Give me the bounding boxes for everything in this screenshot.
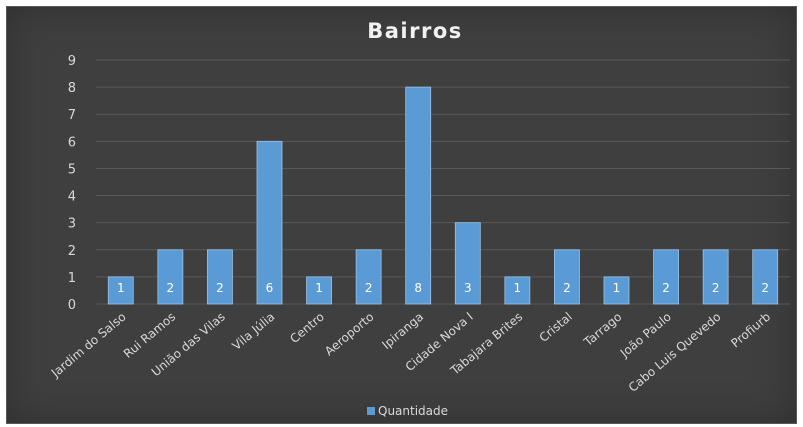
y-tick-label: 8	[68, 81, 76, 96]
data-label: 6	[266, 281, 274, 295]
data-label: 8	[414, 281, 422, 295]
chart-title: Bairros	[367, 19, 463, 43]
bar	[603, 276, 630, 305]
bar	[256, 140, 283, 305]
legend-label: Quantidade	[378, 404, 448, 418]
bar	[306, 276, 332, 305]
x-tick-label: Cabo Luis Quevedo	[626, 310, 724, 395]
bar-series: 1 2 2 6 1 2 8 3 1 2 1 2 2 2	[107, 86, 779, 305]
data-label: 3	[464, 281, 472, 295]
legend-swatch	[367, 407, 375, 415]
chart-area	[6, 6, 797, 424]
x-tick-label: Tarrago	[580, 310, 624, 350]
y-tick-label: 5	[68, 162, 76, 177]
gridlines	[96, 59, 790, 305]
data-label: 1	[315, 281, 323, 295]
x-tick-label: Aeroporto	[322, 310, 376, 359]
y-tick-label: 7	[68, 108, 76, 123]
x-tick-label: Ipiranga	[379, 310, 426, 352]
data-label: 2	[216, 281, 224, 295]
bar	[107, 276, 134, 305]
data-label: 2	[563, 281, 571, 295]
data-label: 2	[365, 281, 373, 295]
y-tick-label: 1	[68, 271, 76, 286]
bar	[454, 222, 481, 305]
y-axis: 0 1 2 3 4 5 6 7 8 9	[68, 54, 76, 313]
bar	[752, 249, 779, 305]
y-tick-label: 9	[68, 54, 76, 69]
y-tick-label: 6	[68, 135, 76, 150]
bar	[504, 276, 531, 305]
y-tick-label: 2	[68, 244, 76, 259]
y-tick-label: 3	[68, 217, 76, 232]
data-label: 2	[712, 281, 720, 295]
x-tick-label: Profiurb	[728, 310, 773, 351]
x-tick-label: Jardim do Salso	[48, 310, 129, 381]
bar	[157, 249, 184, 305]
data-label: 2	[761, 281, 769, 295]
bar	[355, 249, 382, 305]
x-tick-label: Vila Júlia	[229, 310, 277, 353]
legend: Quantidade	[367, 404, 448, 418]
bar	[207, 249, 233, 305]
bar	[405, 86, 432, 305]
y-tick-label: 0	[68, 298, 76, 313]
y-tick-label: 4	[68, 190, 76, 205]
data-label: 1	[613, 281, 621, 295]
data-label: 2	[662, 281, 670, 295]
bar	[702, 249, 729, 305]
data-label: 2	[167, 281, 175, 295]
data-label: 1	[514, 281, 522, 295]
x-tick-label: Cristal	[537, 310, 575, 345]
x-tick-label: Centro	[287, 310, 327, 346]
data-label: 1	[117, 281, 125, 295]
bar	[653, 249, 679, 305]
bar	[554, 249, 580, 305]
